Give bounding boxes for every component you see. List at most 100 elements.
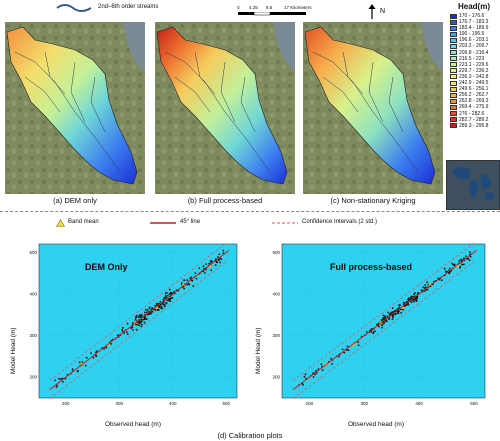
- line-45: [49, 249, 230, 391]
- data-point: [54, 379, 56, 382]
- data-point: [385, 319, 387, 322]
- data-point: [391, 307, 394, 310]
- data-point: [116, 334, 119, 337]
- data-point: [195, 277, 198, 280]
- y-tick-label: 300: [272, 333, 280, 338]
- legend-swatch: [450, 74, 457, 80]
- data-point: [422, 286, 425, 289]
- legend-item: 209.8 - 216.4: [450, 50, 498, 56]
- stream-legend-label: 2nd–6th order streams: [98, 4, 159, 10]
- data-point: [168, 298, 170, 301]
- y-tick-label: 400: [29, 291, 37, 296]
- data-point: [156, 303, 158, 306]
- legend-item: 203.2 - 209.7: [450, 43, 498, 49]
- data-point: [142, 318, 145, 321]
- legend-swatch: [450, 13, 457, 19]
- data-point: [190, 276, 193, 279]
- map-b: [155, 22, 295, 194]
- legend-item: 223.1 - 229.6: [450, 62, 498, 68]
- data-point: [220, 258, 223, 260]
- data-point: [96, 350, 98, 353]
- data-point: [56, 384, 59, 387]
- legend-item: 190 - 196.5: [450, 31, 498, 37]
- data-point: [78, 361, 81, 364]
- data-point: [110, 343, 112, 345]
- data-point: [138, 314, 141, 317]
- data-point: [415, 297, 418, 299]
- band-mean-label: Band mean: [68, 219, 99, 225]
- calibration-plot-full-graphic: 200 300 400 500 200 300 400 500: [272, 242, 486, 406]
- data-point: [217, 256, 219, 258]
- legend-item: 216.5 - 223: [450, 56, 498, 62]
- data-point: [136, 323, 139, 326]
- data-point: [388, 318, 390, 321]
- data-point: [146, 309, 149, 312]
- data-point: [388, 313, 391, 315]
- scale-tick: 4.25: [249, 5, 258, 10]
- data-point: [144, 308, 147, 311]
- map-c-graphic: [303, 22, 443, 194]
- x-axis-label: Observed head (m): [105, 421, 161, 428]
- y-axis-label: Model Head (m): [255, 327, 262, 374]
- legend-swatch: [450, 104, 457, 110]
- data-point: [165, 302, 168, 304]
- legend-swatch: [450, 92, 457, 98]
- map-panel: 2nd–6th order streams 0 4.25 8.5 17 Kilo…: [0, 0, 500, 218]
- data-point: [138, 324, 140, 327]
- ci-line: [292, 242, 475, 381]
- data-point: [216, 261, 218, 264]
- x-tick-label: 500: [470, 401, 478, 406]
- data-point: [208, 262, 211, 265]
- data-point: [84, 364, 87, 367]
- data-point: [217, 258, 220, 261]
- ci-icon: [272, 222, 298, 224]
- data-point: [198, 267, 201, 270]
- data-point: [346, 345, 349, 348]
- data-point: [126, 333, 129, 335]
- data-point: [392, 310, 394, 313]
- data-point: [192, 285, 195, 287]
- data-point: [134, 318, 137, 320]
- calibration-caption: (d) Calibration plots: [217, 431, 283, 440]
- x-tick-label: 300: [116, 401, 124, 406]
- data-point: [453, 263, 456, 266]
- data-point: [138, 322, 141, 325]
- legend-item: 242.9 - 249.5: [450, 80, 498, 86]
- data-point: [143, 311, 146, 314]
- data-point: [381, 323, 384, 326]
- data-point: [170, 297, 173, 299]
- data-point: [214, 264, 217, 266]
- data-point: [365, 331, 368, 333]
- data-point: [397, 310, 400, 313]
- legend-item: 256.2 - 262.7: [450, 92, 498, 98]
- data-point: [140, 316, 142, 318]
- line-45-icon: [150, 222, 176, 224]
- data-point: [338, 356, 340, 358]
- data-point: [77, 370, 80, 372]
- band-mean-icon: [56, 219, 65, 227]
- legend-label: 176.7 - 183.3: [459, 19, 489, 26]
- data-point: [126, 322, 129, 325]
- x-axis-label: Observed head (m): [348, 421, 404, 428]
- legend-swatch: [450, 44, 457, 50]
- data-point: [331, 363, 333, 365]
- data-point: [168, 288, 171, 291]
- data-point: [145, 318, 148, 321]
- calibration-plot-dem-graphic: 200 300 400 500 200 300 400 500: [29, 242, 238, 406]
- data-point: [410, 296, 412, 299]
- data-point: [396, 312, 399, 315]
- data-point: [151, 310, 154, 313]
- legend-label: 216.5 - 223: [459, 55, 485, 62]
- data-point: [55, 386, 58, 388]
- legend-item: 229.7 - 236.2: [450, 68, 498, 74]
- data-point: [183, 287, 186, 290]
- scale-bar: 0 4.25 8.5 17 Kilometers: [237, 5, 312, 18]
- data-point: [414, 292, 416, 294]
- map-b-graphic: [155, 22, 295, 194]
- data-point: [160, 306, 163, 308]
- data-point: [451, 262, 454, 265]
- scale-tick: 8.5: [266, 5, 273, 10]
- legend-label: 209.8 - 216.4: [459, 49, 489, 56]
- data-point: [157, 309, 160, 311]
- data-point: [467, 257, 470, 260]
